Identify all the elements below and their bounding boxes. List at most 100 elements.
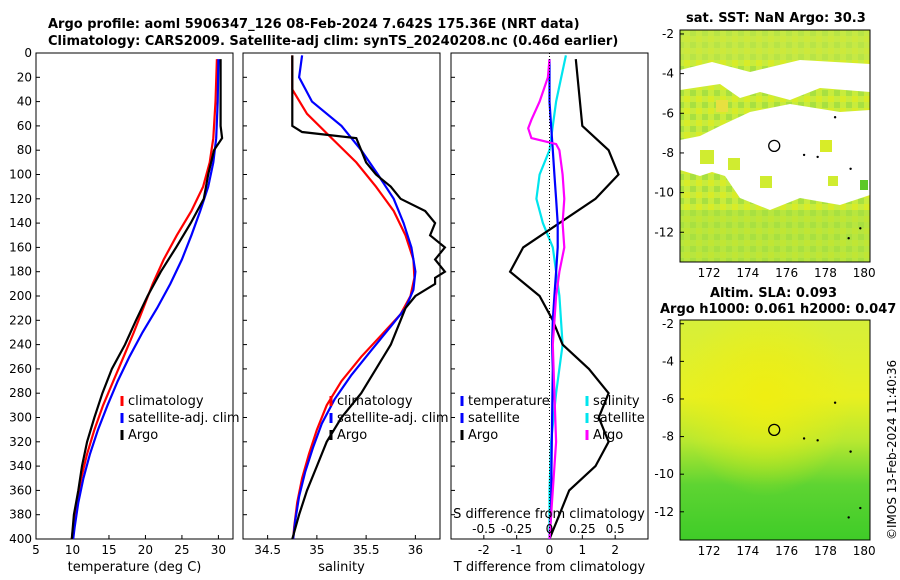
series-line-climatology: [70, 59, 218, 540]
series-line-satellite-adj-clim: [292, 55, 417, 540]
island-dot: [802, 153, 806, 157]
map-x-tick-label: 174: [736, 266, 759, 280]
x-tick-label: -1: [511, 543, 523, 557]
y-tick-label: 360: [9, 483, 32, 497]
sst-title: sat. SST: NaN Argo: 30.3: [686, 11, 866, 26]
series-line-argo: [291, 55, 447, 540]
temperature-legend-label: Argo: [128, 428, 158, 443]
sdiff-legend-label: Argo: [593, 428, 623, 443]
x-axis-label: T difference from climatology: [453, 560, 646, 575]
map-y-tick-label: -2: [662, 27, 674, 41]
y-tick-label: 180: [9, 265, 32, 279]
x-tick-label: 0: [546, 543, 554, 557]
sla-title-1: Altim. SLA: 0.093: [710, 286, 837, 301]
y-tick-label: 0: [24, 46, 32, 60]
map-y-tick-label: -6: [662, 106, 674, 120]
y-tick-label: 40: [17, 95, 32, 109]
y-tick-label: 380: [9, 508, 32, 522]
map-y-tick-label: -10: [654, 467, 674, 481]
map-y-tick-label: -2: [662, 317, 674, 331]
title-line-2: Climatology: CARS2009. Satellite-adj cli…: [48, 34, 618, 49]
island-dot: [849, 167, 852, 171]
y-tick-label: 400: [9, 532, 32, 546]
map-y-tick-label: -12: [654, 505, 674, 519]
series-line-climatology: [291, 55, 416, 540]
map-x-tick-label: 172: [698, 544, 721, 558]
map-y-tick-label: -4: [662, 354, 674, 368]
sst-axes: [679, 29, 871, 263]
y-tick-label: 140: [9, 216, 32, 230]
salinity-legend-label: climatology: [337, 394, 413, 409]
island-dot: [833, 401, 837, 404]
map-x-tick-label: 180: [853, 544, 876, 558]
map-x-tick-label: 176: [775, 544, 798, 558]
map-y-tick-label: -6: [662, 392, 674, 406]
map-x-tick-label: 172: [698, 266, 721, 280]
temperature-legend-label: satellite-adj. clim: [128, 411, 240, 426]
s-tick-label: 0.25: [569, 522, 596, 536]
series-line-s-argo: [527, 59, 566, 540]
x-tick-label: 15: [101, 543, 116, 557]
map-y-tick-label: -8: [662, 146, 674, 160]
y-tick-label: 260: [9, 362, 32, 376]
x-axis-label: salinity: [318, 560, 365, 575]
y-tick-label: 120: [9, 192, 32, 206]
series-line-satellite-adj-clim: [72, 59, 220, 540]
x-tick-label: 20: [138, 543, 153, 557]
y-tick-label: 300: [9, 411, 32, 425]
series-line-argo: [70, 59, 224, 540]
y-tick-label: 200: [9, 289, 32, 303]
x-axis-label: temperature (deg C): [68, 560, 202, 575]
salinity-legend-label: satellite-adj. clim: [337, 411, 449, 426]
s-tick-label: 0: [546, 522, 554, 536]
salinity-legend-label: Argo: [337, 428, 367, 443]
map-x-tick-label: 174: [736, 544, 759, 558]
argo-location-marker: [768, 423, 781, 436]
tdiff-legend-label: temperature: [468, 394, 550, 409]
temperature-axes: [35, 52, 234, 540]
island-dot: [859, 227, 862, 230]
sdiff-legend-label: salinity: [593, 394, 640, 409]
island-dot: [859, 506, 862, 510]
map-x-tick-label: 180: [853, 266, 876, 280]
y-tick-label: 100: [9, 168, 32, 182]
s-tick-label: -0.5: [472, 522, 495, 536]
sla-axes: [679, 319, 871, 541]
sla-title-2: Argo h1000: 0.061 h2000: 0.047: [660, 302, 896, 317]
title-line-1: Argo profile: aoml 5906347_126 08-Feb-20…: [48, 17, 580, 32]
island-dot: [847, 237, 850, 240]
y-tick-label: 280: [9, 386, 32, 400]
map-y-tick-label: -4: [662, 67, 674, 81]
map-y-tick-label: -10: [654, 186, 674, 200]
x-tick-label: 25: [174, 543, 189, 557]
sst-map: [680, 30, 870, 262]
y-tick-label: 340: [9, 459, 32, 473]
x-tick-label: 2: [611, 543, 619, 557]
x-tick-label: 35: [309, 543, 324, 557]
map-x-tick-label: 178: [814, 544, 837, 558]
top-axis-label: S difference from climatology: [453, 507, 645, 522]
map-y-tick-label: -8: [662, 430, 674, 444]
island-dot: [849, 450, 852, 453]
argo-location-marker: [768, 139, 781, 152]
y-tick-label: 320: [9, 435, 32, 449]
s-tick-label: 0.5: [606, 522, 625, 536]
y-tick-label: 220: [9, 313, 32, 327]
sla-map: [680, 320, 870, 540]
y-tick-label: 80: [17, 143, 32, 157]
x-tick-label: -2: [478, 543, 490, 557]
island-dot: [802, 437, 806, 440]
map-y-tick-label: -12: [654, 225, 674, 239]
y-tick-label: 60: [17, 119, 32, 133]
imos-credit: ©IMOS 13-Feb-2024 11:40:36: [885, 360, 899, 540]
map-x-tick-label: 178: [814, 266, 837, 280]
island-dot: [816, 155, 819, 159]
island-dot: [847, 516, 850, 519]
island-dot: [833, 116, 837, 119]
series-line-t-argo: [508, 58, 620, 540]
temperature-legend-label: climatology: [128, 394, 204, 409]
tdiff-legend-label: satellite: [468, 411, 520, 426]
x-tick-label: 10: [65, 543, 80, 557]
x-tick-label: 5: [32, 543, 40, 557]
